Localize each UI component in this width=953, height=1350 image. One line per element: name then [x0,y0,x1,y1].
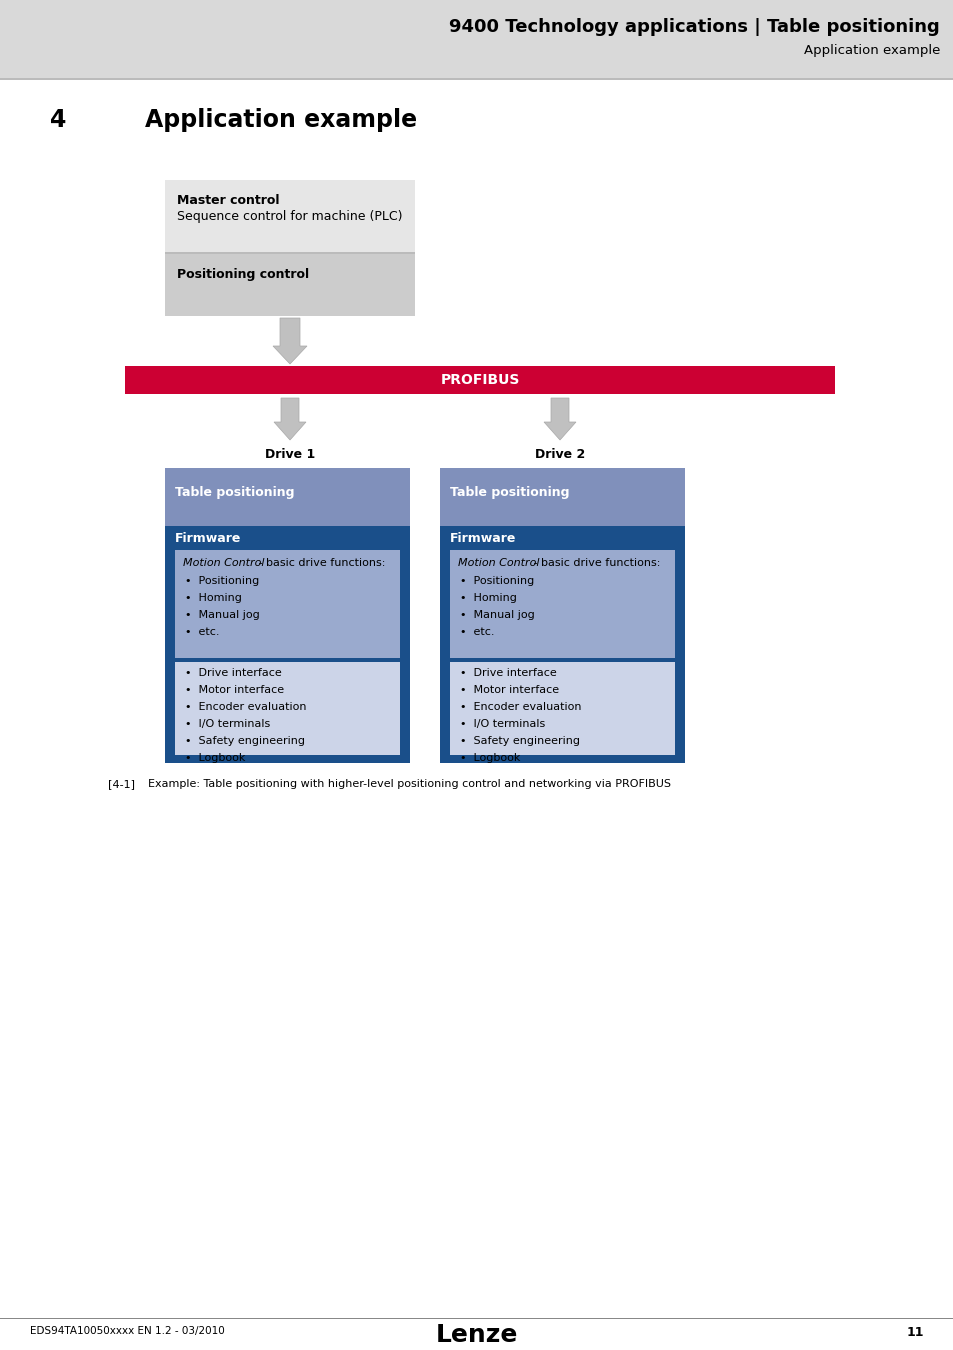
Text: Master control: Master control [177,194,279,207]
Text: 11: 11 [905,1326,923,1339]
Text: •  Motor interface: • Motor interface [185,684,284,695]
Bar [450,549,675,657]
Text: [4-1]: [4-1] [108,779,135,788]
Text: Table positioning: Table positioning [450,486,569,500]
Bar [0,0,953,78]
Text: •  Positioning: • Positioning [459,576,534,586]
Bar [165,252,415,254]
Text: Firmware: Firmware [174,532,241,545]
Text: •  Positioning: • Positioning [185,576,259,586]
Text: •  I/O terminals: • I/O terminals [185,720,270,729]
Text: •  etc.: • etc. [459,626,494,637]
Bar [165,180,415,252]
Text: •  Manual jog: • Manual jog [459,610,535,620]
Text: Lenze: Lenze [436,1323,517,1347]
Bar [439,468,684,763]
Text: Positioning control: Positioning control [177,269,309,281]
Text: •  etc.: • etc. [185,626,219,637]
Text: 4: 4 [50,108,67,132]
Text: •  Motor interface: • Motor interface [459,684,558,695]
Text: •  Safety engineering: • Safety engineering [459,736,579,747]
Text: •  Manual jog: • Manual jog [185,610,259,620]
Text: Application example: Application example [145,108,416,132]
Bar [174,549,399,657]
Text: Drive 1: Drive 1 [265,448,314,460]
Text: •  Homing: • Homing [185,593,242,603]
Text: Application example: Application example [802,45,939,57]
Text: EDS94TA10050xxxx EN 1.2 - 03/2010: EDS94TA10050xxxx EN 1.2 - 03/2010 [30,1326,225,1336]
Text: •  Drive interface: • Drive interface [185,668,281,678]
Text: Motion Control: Motion Control [183,558,264,568]
Text: •  Drive interface: • Drive interface [459,668,557,678]
Text: Drive 2: Drive 2 [535,448,584,460]
Text: Table positioning: Table positioning [174,486,294,500]
Text: •  Logbook: • Logbook [185,753,245,763]
Text: Firmware: Firmware [450,532,516,545]
Text: •  Homing: • Homing [459,593,517,603]
Text: Motion Control: Motion Control [457,558,539,568]
Text: •  Encoder evaluation: • Encoder evaluation [459,702,581,711]
Text: •  Encoder evaluation: • Encoder evaluation [185,702,306,711]
Text: - basic drive functions:: - basic drive functions: [254,558,385,568]
Text: •  Safety engineering: • Safety engineering [185,736,305,747]
Bar [0,78,953,80]
Bar [165,468,410,763]
Text: PROFIBUS: PROFIBUS [440,373,519,387]
Text: •  Logbook: • Logbook [459,753,519,763]
Text: •  I/O terminals: • I/O terminals [459,720,545,729]
Bar [174,662,399,755]
Bar [125,366,834,394]
Bar [165,468,410,526]
Polygon shape [273,319,307,364]
Polygon shape [274,398,306,440]
Polygon shape [543,398,576,440]
Text: - basic drive functions:: - basic drive functions: [530,558,659,568]
Bar [450,662,675,755]
Text: Sequence control for machine (PLC): Sequence control for machine (PLC) [177,211,402,223]
Text: 9400 Technology applications | Table positioning: 9400 Technology applications | Table pos… [449,18,939,36]
Bar [165,254,415,316]
Text: Example: Table positioning with higher-level positioning control and networking : Example: Table positioning with higher-l… [148,779,670,788]
Bar [439,468,684,526]
